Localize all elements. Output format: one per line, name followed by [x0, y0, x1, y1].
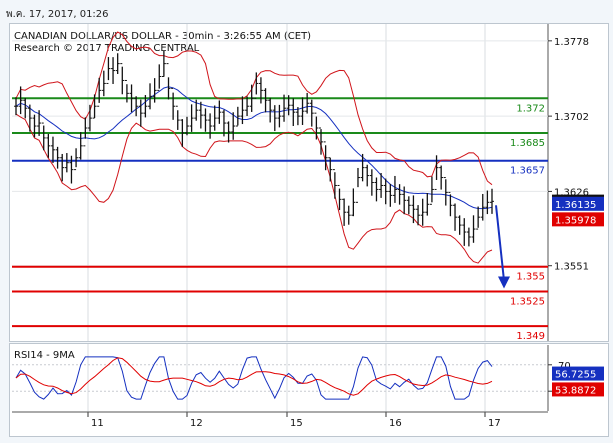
y-tick-label: 1.3626 — [554, 187, 589, 198]
rsi-badge — [552, 366, 604, 381]
rsi-badge-label: 56.7255 — [555, 370, 596, 381]
projection-arrow — [495, 205, 505, 281]
chart-subtitle: Research © 2017 TRADING CENTRAL — [14, 43, 200, 54]
level-label: 1.3657 — [510, 166, 545, 177]
y-tick-label: 1.3551 — [554, 262, 589, 273]
chart-title: CANADIAN DOLLAR/US DOLLAR - 30min - 3:26… — [14, 31, 311, 42]
rsi-title: RSI14 - 9MA — [14, 350, 75, 361]
rsi-chart-frame — [9, 343, 609, 437]
y-tick-label: 1.3778 — [554, 37, 589, 48]
level-label: 1.355 — [516, 272, 545, 283]
datetime-label: พ.ค. 17, 2017, 01:26 — [6, 9, 109, 20]
rsi-ma-line — [15, 357, 493, 396]
rsi-tick-label: 70 — [558, 361, 571, 372]
rsi-ma-badge-label: 53.8872 — [555, 385, 596, 396]
x-tick-label: 11 — [91, 418, 104, 429]
x-tick-label: 12 — [190, 418, 203, 429]
x-tick-label: 16 — [389, 418, 402, 429]
price-badge-label: 1.35978 — [555, 215, 596, 226]
level-label: 1.3525 — [510, 296, 545, 307]
rsi-ma-badge — [552, 382, 604, 397]
price-badge — [552, 212, 604, 227]
level-label: 1.349 — [516, 331, 545, 342]
x-tick-label: 15 — [290, 418, 303, 429]
lower-band — [15, 113, 493, 264]
y-tick-label: 1.3702 — [554, 112, 589, 123]
price-badge — [552, 196, 604, 211]
rsi-line — [15, 356, 493, 400]
projection-arrow-head — [498, 276, 510, 289]
x-tick-label: 17 — [488, 418, 501, 429]
moving-average-line — [15, 86, 493, 210]
price-badge-label: 1.36135 — [555, 200, 596, 211]
level-label: 1.3685 — [510, 138, 545, 149]
level-label: 1.372 — [516, 103, 545, 114]
upper-band — [15, 31, 493, 186]
